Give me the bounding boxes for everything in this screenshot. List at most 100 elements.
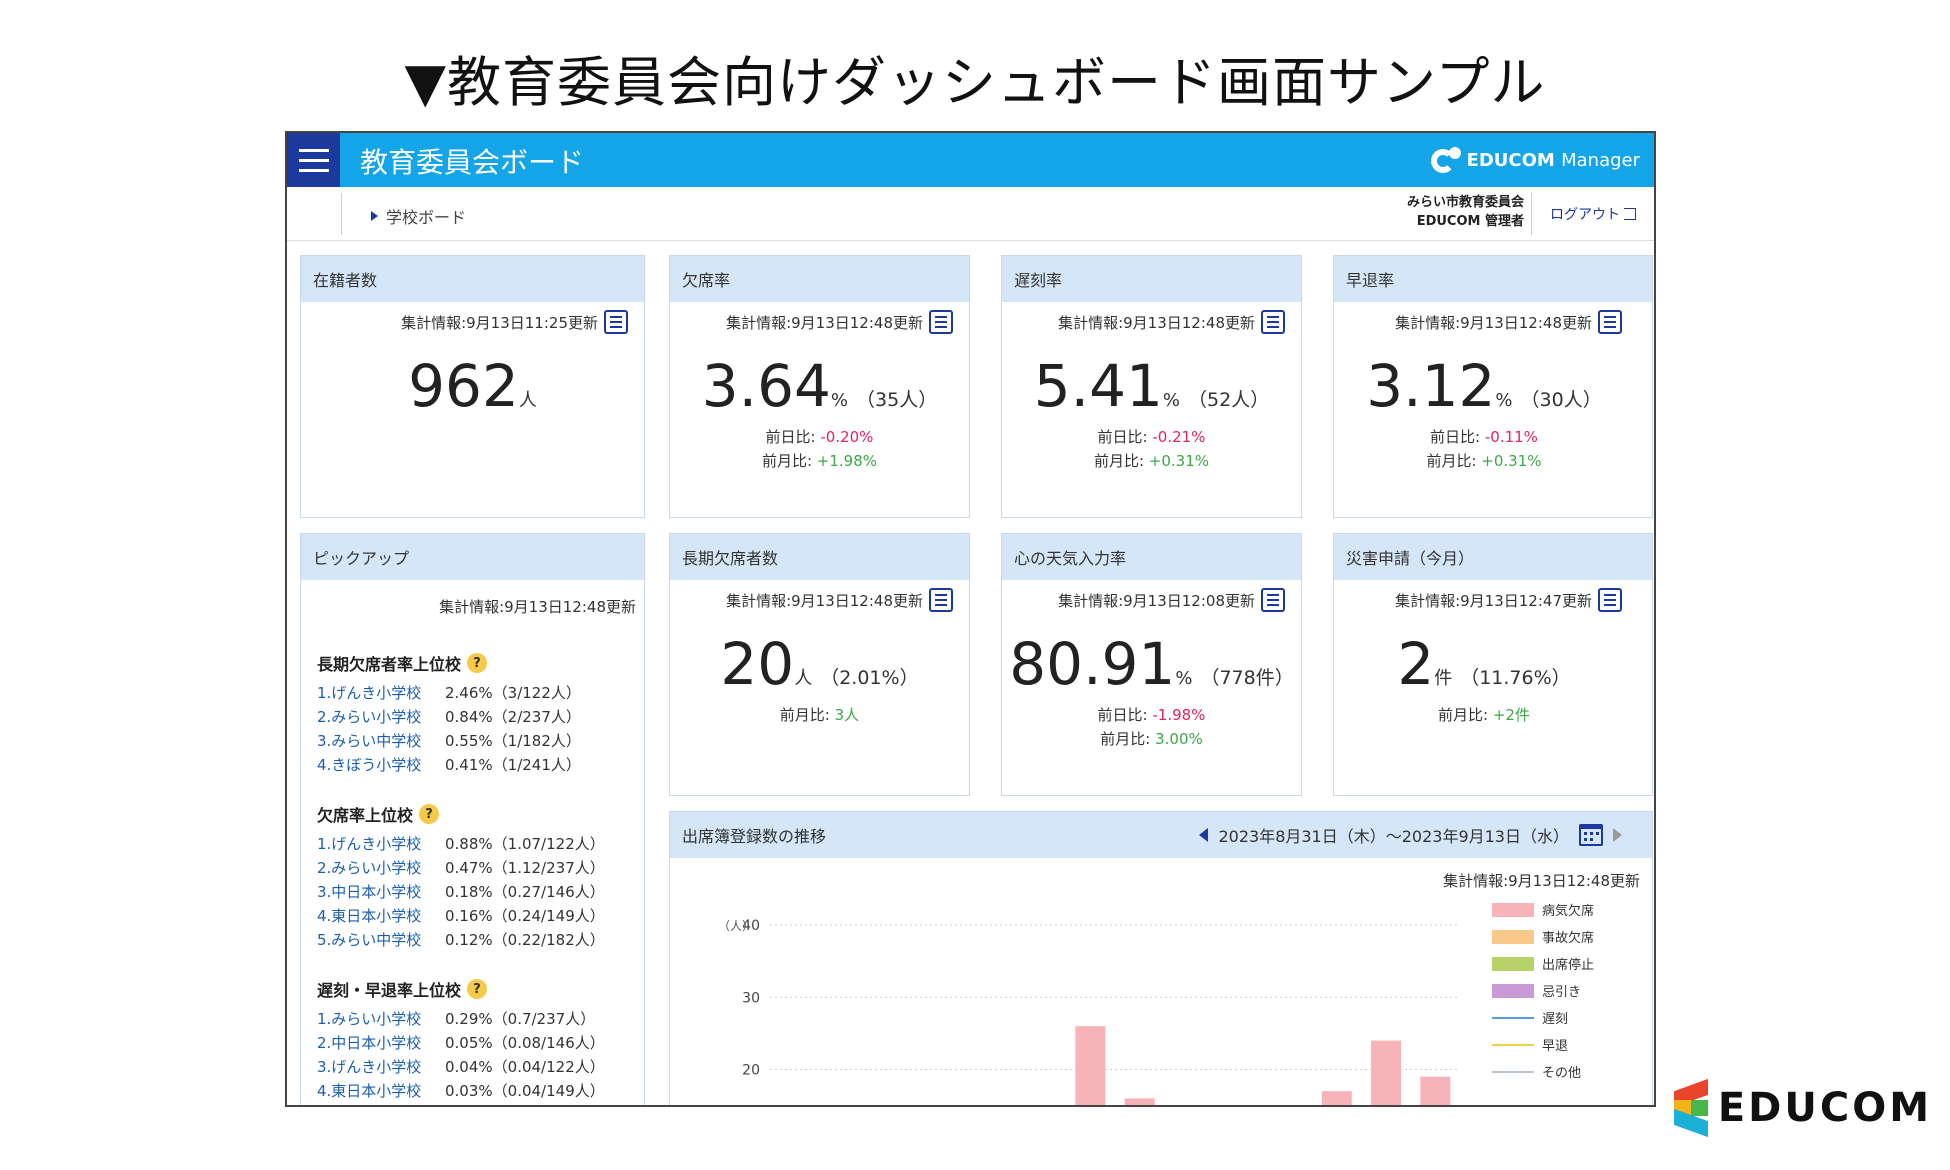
educom-cube-icon	[1673, 1078, 1708, 1138]
compare-day: 前日比: -0.21%	[1002, 426, 1301, 447]
school-link[interactable]: 5.みらい中学校	[317, 931, 422, 949]
legend-swatch	[1492, 957, 1534, 971]
school-link[interactable]: 3.げんき小学校	[317, 1058, 422, 1076]
compare-label: 前日比:	[1430, 428, 1481, 446]
compare-value: -0.11%	[1484, 428, 1538, 446]
dashboard-window: 教育委員会ボード EDUCOM Manager 学校ボード みらい市教育委員会 …	[285, 131, 1656, 1107]
list-icon[interactable]	[1261, 588, 1285, 612]
compare-day: 前日比: -1.98%	[1002, 704, 1301, 725]
bar-segment	[1420, 1076, 1451, 1105]
school-value: 0.16%（0.24/149人）	[445, 907, 605, 925]
hamburger-menu-button[interactable]	[287, 133, 340, 187]
value-unit: %	[1175, 668, 1193, 689]
breadcrumb-label: 学校ボード	[386, 208, 467, 227]
compare-value: -1.98%	[1152, 706, 1206, 724]
compare-label: 前月比:	[1438, 706, 1489, 724]
compare-month: 前月比: +1.98%	[670, 450, 969, 471]
value-extra: （2.01%）	[820, 667, 919, 689]
legend-swatch	[1492, 930, 1534, 944]
value-unit: %	[1162, 390, 1181, 411]
list-item: 3.中日本小学校 0.18%（0.27/146人）	[317, 880, 605, 904]
card-meta: 集計情報:9月13日11:25更新	[401, 310, 628, 334]
help-icon[interactable]: ?	[467, 979, 488, 999]
value-number: 962	[408, 352, 519, 420]
card-mood-input: 心の天気入力率 集計情報:9月13日12:08更新 80.91% （778件） 前…	[1001, 533, 1302, 796]
breadcrumb[interactable]: 学校ボード	[371, 204, 466, 228]
sub-bar: 学校ボード みらい市教育委員会 EDUCOM 管理者 ログアウト	[287, 187, 1654, 241]
list-icon[interactable]	[604, 310, 628, 334]
school-link[interactable]: 2.みらい小学校	[317, 859, 422, 877]
value-unit: %	[1495, 390, 1513, 411]
school-link[interactable]: 3.みらい中学校	[317, 732, 422, 750]
list-icon[interactable]	[1598, 310, 1622, 334]
compare-label: 前月比:	[779, 706, 830, 724]
school-value: 0.04%（0.04/122人）	[445, 1058, 605, 1076]
compare-month: 前月比: +0.31%	[1002, 450, 1301, 471]
school-link[interactable]: 3.中日本小学校	[317, 883, 422, 901]
compare-month: 前月比: 3.00%	[1002, 728, 1301, 749]
meta-text: 集計情報:9月13日12:48更新	[1395, 313, 1592, 332]
compare-label: 前日比:	[765, 428, 816, 446]
compare-label: 前月比:	[761, 452, 813, 470]
list-item: 3.みらい中学校 0.55%（1/182人）	[317, 729, 581, 753]
school-link[interactable]: 4.きぼう小学校	[317, 756, 422, 774]
brand-suffix: Manager	[1561, 149, 1640, 171]
list-icon[interactable]	[1261, 310, 1285, 334]
date-range-selector: 2023年8月31日（木）～2023年9月13日（水）	[1199, 823, 1622, 847]
school-link[interactable]: 2.みらい小学校	[317, 708, 422, 726]
compare-label: 前日比:	[1097, 706, 1148, 724]
y-axis-label: （人）	[718, 919, 754, 933]
logout-link[interactable]: ログアウト	[1550, 204, 1636, 224]
value-extra: （30人）	[1520, 389, 1602, 411]
list-item: 4.東日本小学校 0.16%（0.24/149人）	[317, 904, 605, 928]
big-value: 3.12% （30人）	[1334, 352, 1634, 420]
list-icon[interactable]	[929, 310, 953, 334]
legend-swatch	[1492, 903, 1534, 917]
list-icon[interactable]	[1598, 588, 1622, 612]
compare-value: +1.98%	[816, 452, 878, 470]
list-item: 2.みらい小学校 0.84%（2/237人）	[317, 705, 581, 729]
compare-value: -0.21%	[1152, 428, 1206, 446]
school-value: 0.41%（1/241人）	[445, 756, 581, 774]
card-attendance-trend: 出席簿登録数の推移 2023年8月31日（木）～2023年9月13日（水） 集計…	[669, 811, 1653, 1105]
compare-value: -0.20%	[820, 428, 874, 446]
pickup-section-absence: 欠席率上位校? 1.げんき小学校 0.88%（1.07/122人） 2.みらい小学…	[317, 802, 605, 952]
educom-logo-text: EDUCOM	[1717, 1085, 1932, 1131]
user-name: EDUCOM 管理者	[1416, 214, 1524, 229]
list-item: 2.中日本小学校 0.05%（0.08/146人）	[317, 1031, 605, 1055]
school-value: 0.84%（2/237人）	[445, 708, 581, 726]
prev-period-arrow-icon[interactable]	[1199, 828, 1209, 842]
list-item: 4.きぼう小学校 0.41%（1/241人）	[317, 753, 581, 777]
card-title: 欠席率	[670, 256, 969, 302]
calendar-icon[interactable]	[1579, 824, 1603, 846]
bar-segment	[1124, 1098, 1155, 1105]
list-item: 1.みらい小学校 0.29%（0.7/237人）	[317, 1007, 605, 1031]
big-value: 5.41% （52人）	[1002, 352, 1301, 420]
school-value: 0.05%（0.08/146人）	[445, 1034, 605, 1052]
value-extra: （778件）	[1200, 667, 1294, 689]
next-period-arrow-icon[interactable]	[1613, 828, 1622, 842]
school-link[interactable]: 2.中日本小学校	[317, 1034, 422, 1052]
school-link[interactable]: 1.げんき小学校	[317, 684, 422, 702]
compare-label: 前月比:	[1426, 452, 1477, 470]
card-title: 遅刻率	[1002, 256, 1301, 302]
card-title: 早退率	[1334, 256, 1652, 302]
trend-meta: 集計情報:9月13日12:48更新	[1443, 872, 1640, 890]
card-meta: 集計情報:9月13日12:48更新	[1395, 310, 1622, 334]
school-link[interactable]: 4.東日本小学校	[317, 907, 422, 925]
list-icon[interactable]	[929, 588, 953, 612]
section-title: 遅刻・早退率上位校	[317, 981, 462, 1000]
help-icon[interactable]: ?	[467, 653, 488, 673]
user-info: みらい市教育委員会 EDUCOM 管理者	[1407, 193, 1524, 231]
brand-name: EDUCOM	[1466, 149, 1555, 171]
card-long-absence: 長期欠席者数 集計情報:9月13日12:48更新 20人 （2.01%） 前月比:…	[669, 533, 970, 796]
school-link[interactable]: 1.げんき小学校	[317, 835, 422, 853]
help-icon[interactable]: ?	[419, 804, 440, 824]
school-link[interactable]: 1.みらい小学校	[317, 1010, 422, 1028]
school-link[interactable]: 4.東日本小学校	[317, 1082, 422, 1100]
legend-label: 早退	[1542, 1039, 1568, 1054]
meta-text: 集計情報:9月13日12:48更新	[726, 313, 923, 332]
list-item: 5.みらい中学校 0.12%（0.22/182人）	[317, 928, 605, 952]
value-number: 20	[720, 630, 795, 698]
list-item: 3.げんき小学校 0.04%（0.04/122人）	[317, 1055, 605, 1079]
